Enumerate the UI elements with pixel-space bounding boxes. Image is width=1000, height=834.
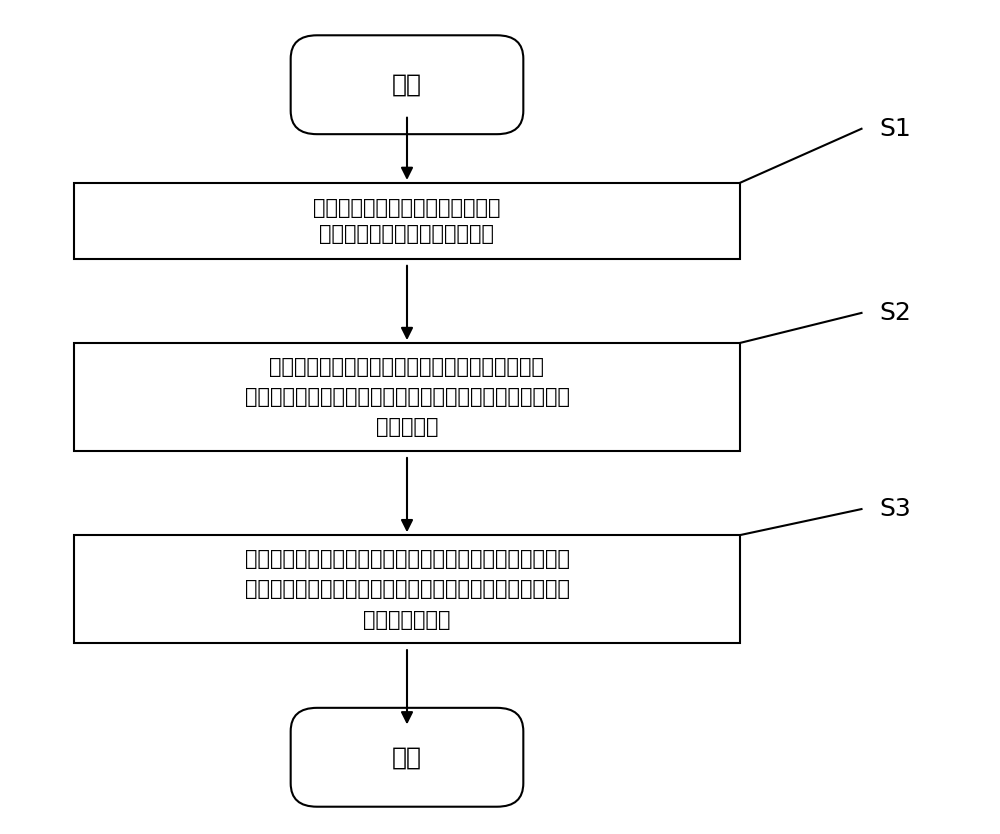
Text: 基于待预测区域对应的城市路网和行车轨迹数据，: 基于待预测区域对应的城市路网和行车轨迹数据，	[270, 357, 544, 377]
Text: 量分布预测结果: 量分布预测结果	[363, 610, 451, 630]
Text: 对待预测区域进行城市路网建模，: 对待预测区域进行城市路网建模，	[313, 198, 501, 218]
Text: 基于提取出的流量特征和当前交通管控方案下的城市路网，: 基于提取出的流量特征和当前交通管控方案下的城市路网，	[244, 549, 570, 569]
Text: S1: S1	[880, 117, 911, 141]
Text: S2: S2	[880, 301, 911, 325]
FancyBboxPatch shape	[291, 35, 523, 134]
FancyBboxPatch shape	[291, 708, 523, 806]
Text: 结束: 结束	[392, 746, 422, 769]
Text: 开始: 开始	[392, 73, 422, 97]
Text: 通过正向强化学习方法对其进行处理，获得待预测区域的流: 通过正向强化学习方法对其进行处理，获得待预测区域的流	[244, 579, 570, 599]
Bar	[74, 183, 740, 259]
Text: 通过基于多权值的最大熵逆强化学习方法提取待预测区域内: 通过基于多权值的最大熵逆强化学习方法提取待预测区域内	[244, 387, 570, 407]
Text: S3: S3	[880, 497, 911, 521]
Text: 的流量特征: 的流量特征	[376, 417, 438, 437]
Text: 并采集该区域内的行车轨迹数据: 并采集该区域内的行车轨迹数据	[320, 224, 494, 244]
Bar	[74, 343, 740, 451]
Bar	[74, 535, 740, 643]
